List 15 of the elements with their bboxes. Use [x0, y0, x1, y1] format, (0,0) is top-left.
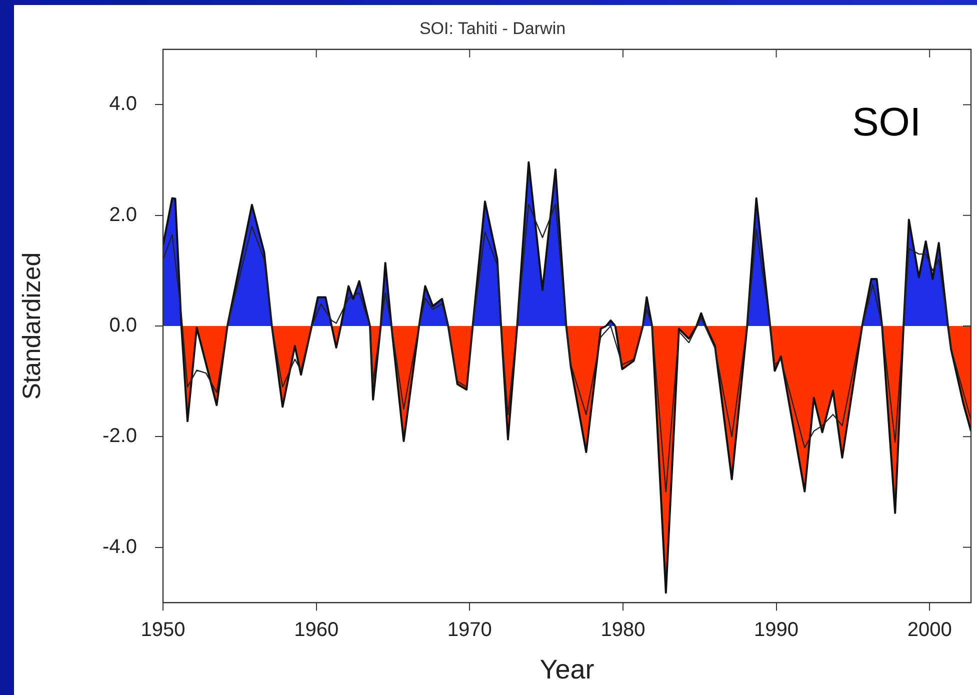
y-tick-label: 2.0	[109, 204, 137, 226]
annotation: SOI	[852, 100, 921, 144]
y-tick-label: -4.0	[102, 536, 137, 558]
chart-title: SOI: Tahiti - Darwin	[419, 18, 566, 38]
x-tick-label: 1980	[600, 619, 646, 642]
y-axis-title: Standardized	[18, 252, 46, 400]
x-tick-label: 1960	[294, 619, 339, 642]
x-axis-title: Year	[540, 654, 594, 684]
y-tick-label: 4.0	[109, 93, 137, 116]
y-tick-label: -2.0	[102, 425, 137, 448]
x-tick-label: 1950	[140, 619, 186, 642]
y-tick-label: 0.0	[109, 314, 137, 337]
x-tick-label: 2000	[907, 619, 952, 642]
x-tick-label: 1970	[447, 619, 492, 642]
x-tick-label: 1990	[754, 619, 799, 642]
